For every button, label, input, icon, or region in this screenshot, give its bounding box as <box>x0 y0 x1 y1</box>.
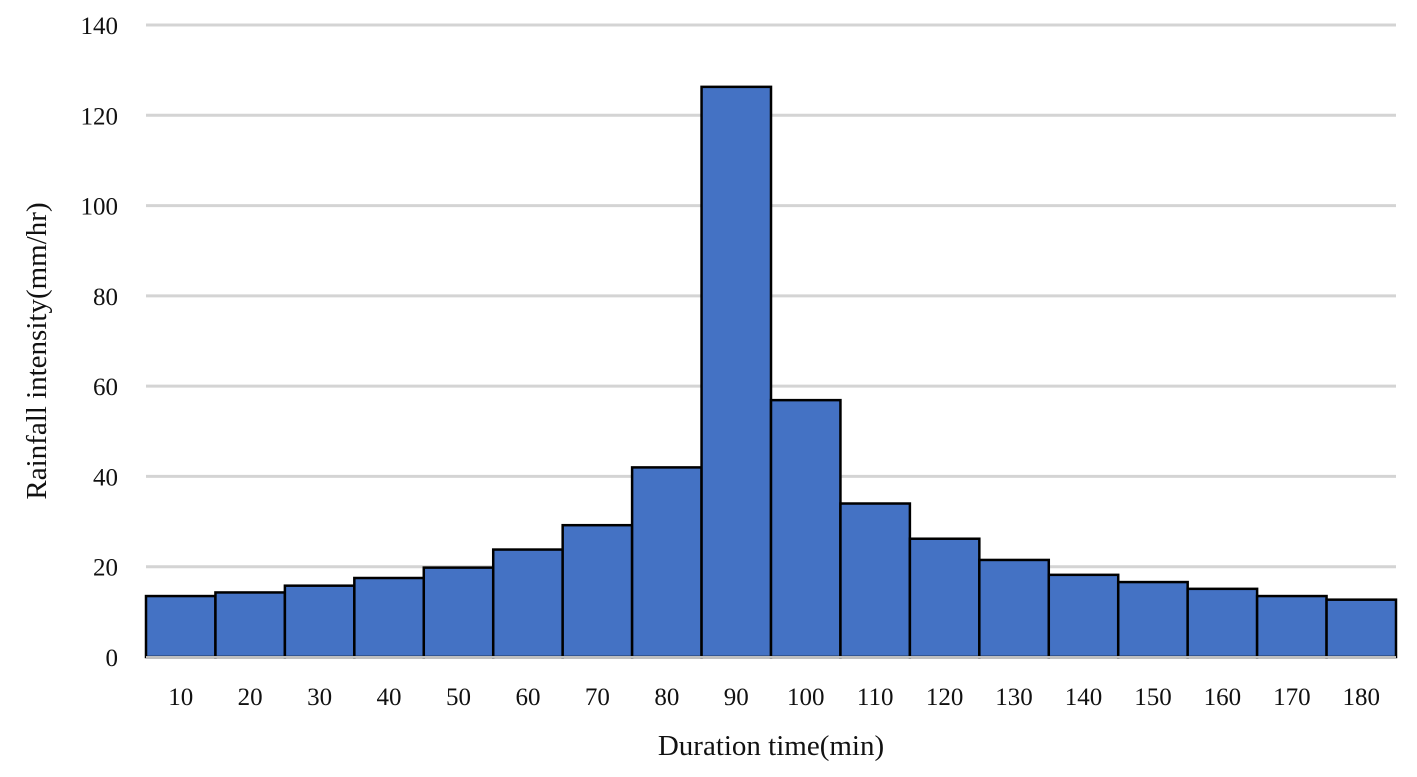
bar-60 <box>491 548 564 659</box>
bar-140 <box>1047 573 1120 659</box>
bar-10 <box>144 594 217 659</box>
x-tick-label: 90 <box>724 684 749 711</box>
y-axis-title: Rainfall intensity(mm/hr) <box>21 202 53 499</box>
x-tick-label: 70 <box>585 684 610 711</box>
x-tick-label: 170 <box>1273 684 1311 711</box>
y-tick-label: 80 <box>93 284 118 311</box>
x-tick-label: 110 <box>857 684 894 711</box>
x-tick-label: 10 <box>168 684 193 711</box>
y-tick-label: 100 <box>81 194 119 221</box>
bar-130 <box>978 558 1051 659</box>
x-axis-title: Duration time(min) <box>658 730 884 762</box>
y-tick-label: 0 <box>106 645 119 672</box>
x-tick-label: 130 <box>995 684 1033 711</box>
bar-80 <box>630 466 703 659</box>
x-tick-label: 60 <box>515 684 540 711</box>
x-tick-label: 50 <box>446 684 471 711</box>
bar-150 <box>1116 580 1189 659</box>
bar-160 <box>1186 587 1259 659</box>
bar-30 <box>283 584 356 659</box>
y-tick-label: 40 <box>93 464 118 491</box>
bar-170 <box>1255 594 1328 659</box>
x-tick-label: 160 <box>1204 684 1242 711</box>
y-tick-label: 120 <box>81 103 119 130</box>
x-tick-label: 180 <box>1343 684 1381 711</box>
x-tick-label: 30 <box>307 684 332 711</box>
bar-50 <box>422 566 495 659</box>
bar-20 <box>214 591 287 659</box>
x-tick-label: 80 <box>654 684 679 711</box>
y-tick-label: 140 <box>81 13 119 40</box>
y-axis-tick-labels: 0 20 40 60 80 100 120 140 <box>81 13 119 672</box>
x-axis-tick-labels: 10 20 30 40 50 60 70 80 90 100 110 120 130 140 150 160 1… <box>168 684 1380 711</box>
x-tick-label: 40 <box>377 684 402 711</box>
y-tick-label: 60 <box>93 374 118 401</box>
x-tick-label: 150 <box>1134 684 1172 711</box>
x-tick-label: 140 <box>1065 684 1103 711</box>
bar-180 <box>1325 598 1398 659</box>
y-tick-label: 20 <box>93 555 118 582</box>
bar-120 <box>908 537 981 659</box>
bar-70 <box>561 523 634 659</box>
x-tick-label: 20 <box>238 684 263 711</box>
bar-110 <box>839 502 912 659</box>
bars <box>144 85 1398 659</box>
bar-90 <box>700 85 773 659</box>
bar-100 <box>769 398 842 659</box>
x-tick-label: 100 <box>787 684 825 711</box>
bar-40 <box>353 576 426 659</box>
x-tick-label: 120 <box>926 684 964 711</box>
